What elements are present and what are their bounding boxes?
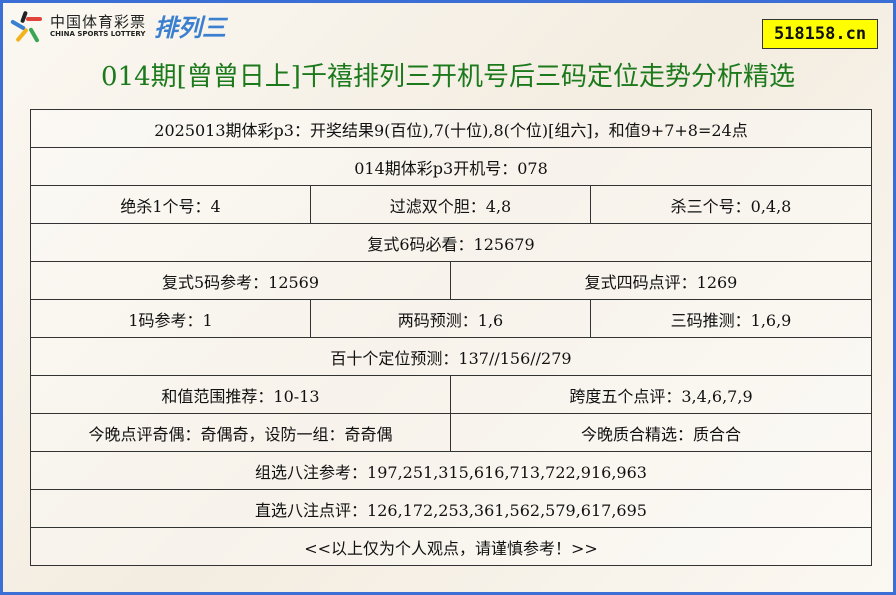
table-row: 和值范围推荐：10-13 跨度五个点评：3,4,6,7,9: [30, 375, 873, 414]
table-cell: 两码预测：1,6: [310, 299, 591, 338]
table-cell: 今晚质合精选：质合合: [449, 413, 873, 452]
table-row: 复式6码必看：125679: [29, 223, 873, 262]
table-row: 复式5码参考：12569 复式四码点评：1269: [30, 261, 873, 300]
table-cell: 复式6码必看：125679: [29, 223, 873, 262]
table-cell: 直选八注点评：126,172,253,361,562,579,617,695: [29, 489, 873, 528]
table-cell: 跨度五个点评：3,4,6,7,9: [449, 375, 873, 414]
pailie3-logo-text: 排列三: [154, 14, 227, 42]
lottery-star-icon: [10, 9, 44, 43]
table-cell: 014期体彩p3开机号：078: [29, 147, 873, 186]
table-row: 2025013期体彩p3：开奖结果9(百位),7(十位),8(个位)[组六]，和…: [29, 109, 873, 148]
disclaimer-cell: <<以上仅为个人观点，请谨慎参考！>>: [29, 527, 873, 566]
table-row: 百十个定位预测：137//156//279: [29, 337, 873, 376]
table-cell: 过滤双个胆：4,8: [310, 185, 591, 224]
table-cell: 复式四码点评：1269: [449, 261, 873, 300]
table-row: <<以上仅为个人观点，请谨慎参考！>>: [29, 527, 873, 566]
prediction-table: 2025013期体彩p3：开奖结果9(百位),7(十位),8(个位)[组六]，和…: [29, 109, 873, 566]
table-row: 组选八注参考：197,251,315,616,713,722,916,963: [29, 451, 873, 490]
site-badge[interactable]: 518158.cn: [762, 19, 878, 49]
table-row: 今晚点评奇偶：奇偶奇，设防一组：奇奇偶 今晚质合精选：质合合: [30, 413, 873, 452]
table-cell: 2025013期体彩p3：开奖结果9(百位),7(十位),8(个位)[组六]，和…: [29, 109, 873, 148]
table-cell: 和值范围推荐：10-13: [30, 375, 451, 414]
table-cell: 复式5码参考：12569: [30, 261, 451, 300]
table-cell: 百十个定位预测：137//156//279: [29, 337, 873, 376]
table-row: 014期体彩p3开机号：078: [29, 147, 873, 186]
table-row: 绝杀1个号：4 过滤双个胆：4,8 杀三个号：0,4,8: [30, 185, 873, 224]
table-cell: 绝杀1个号：4: [30, 185, 311, 224]
table-cell: 今晚点评奇偶：奇偶奇，设防一组：奇奇偶: [30, 413, 451, 452]
china-sports-lottery-logo: 中国体育彩票 CHINA SPORTS LOTTERY 排列三: [10, 8, 226, 43]
table-cell: 1码参考：1: [30, 299, 311, 338]
table-row: 1码参考：1 两码预测：1,6 三码推测：1,6,9: [30, 299, 873, 338]
page-title: 014期[曾曾日上]千禧排列三开机号后三码定位走势分析精选: [101, 62, 795, 92]
table-cell: 杀三个号：0,4,8: [589, 185, 873, 224]
table-row: 直选八注点评：126,172,253,361,562,579,617,695: [29, 489, 873, 528]
table-cell: 组选八注参考：197,251,315,616,713,722,916,963: [29, 451, 873, 490]
table-cell: 三码推测：1,6,9: [589, 299, 873, 338]
